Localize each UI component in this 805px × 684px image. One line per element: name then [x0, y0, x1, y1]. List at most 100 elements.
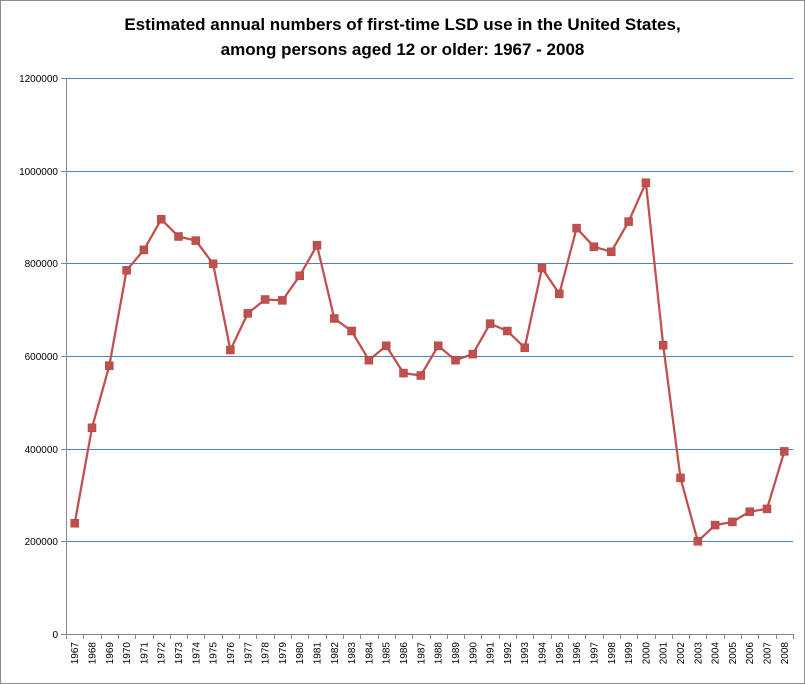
x-tick-label: 2005: [728, 642, 739, 665]
chart-title-line-2: among persons aged 12 or older: 1967 - 2…: [220, 40, 585, 59]
data-point-marker: [191, 236, 201, 245]
data-point-marker: [468, 349, 478, 359]
data-point-marker: [260, 295, 270, 304]
y-tick-label: 400000: [25, 445, 59, 456]
y-axis-tick-labels: 0 200000 400000 600000 800000 1000000 1200000: [19, 74, 58, 641]
data-point-marker: [226, 345, 235, 355]
x-tick-label: 1986: [399, 642, 410, 665]
data-point-marker: [780, 447, 789, 456]
x-tick-label: 1968: [87, 642, 98, 665]
data-point-marker: [278, 296, 287, 305]
data-point-marker: [693, 537, 703, 546]
x-tick-label: 1972: [157, 642, 168, 665]
x-tick-label: 1990: [468, 642, 479, 665]
x-tick-label: 1996: [572, 642, 583, 665]
y-tick-label: 200000: [25, 537, 59, 548]
x-tick-label: 1992: [503, 642, 514, 665]
x-tick-label: 1971: [139, 642, 150, 665]
x-tick-label: 1975: [209, 642, 220, 665]
data-point-marker: [433, 341, 443, 351]
x-tick-label: 2000: [641, 642, 652, 665]
x-tick-label: 2002: [676, 642, 687, 665]
data-point-marker: [416, 371, 426, 380]
x-tick-label: 1977: [243, 642, 254, 665]
x-tick-label: 1997: [589, 642, 600, 665]
x-tick-label: 1973: [174, 642, 185, 665]
data-point-marker: [105, 361, 114, 370]
data-point-marker: [485, 319, 495, 328]
x-tick-label: 1967: [70, 642, 81, 665]
series: [70, 178, 789, 546]
data-point-marker: [589, 242, 599, 251]
x-tick-label: 1984: [364, 642, 375, 665]
data-point-marker: [624, 217, 633, 226]
y-tick-label: 800000: [25, 259, 59, 270]
x-tick-label: 2006: [745, 642, 756, 665]
x-tick-label: 1982: [330, 642, 341, 665]
data-point-marker: [658, 341, 668, 350]
data-point-marker: [87, 423, 97, 433]
x-tick-label: 1988: [434, 642, 445, 665]
data-point-marker: [364, 355, 374, 365]
data-point-marker: [330, 314, 339, 323]
x-tick-label: 2004: [711, 642, 722, 665]
y-tick-label: 1000000: [19, 167, 58, 178]
x-tick-label: 2008: [780, 642, 791, 665]
data-point-marker: [139, 245, 149, 255]
x-tick-label: 1989: [451, 642, 462, 665]
x-tick-label: 1993: [520, 642, 531, 665]
data-point-marker: [312, 241, 322, 250]
x-tick-label: 1976: [226, 642, 237, 665]
x-tick-label: 1970: [122, 642, 133, 665]
y-tick-label: 1200000: [19, 74, 58, 85]
x-tick-label: 1995: [555, 642, 566, 665]
x-tick-label: 1994: [538, 642, 549, 665]
data-point-marker: [520, 343, 529, 352]
data-point-marker: [745, 507, 754, 516]
data-point-marker: [555, 289, 564, 299]
data-point-marker: [676, 473, 685, 483]
data-point-marker: [243, 309, 253, 318]
x-tick-label: 2003: [693, 642, 704, 665]
y-tick-label: 0: [52, 630, 58, 641]
gridlines: [66, 78, 793, 542]
x-tick-label: 1983: [347, 642, 358, 665]
x-tick-label: 1987: [416, 642, 427, 665]
chart-title: Estimated annual numbers of first-time L…: [0, 12, 805, 62]
y-tick-label: 600000: [25, 352, 59, 363]
axes: [61, 78, 794, 639]
x-tick-label: 1980: [295, 642, 306, 665]
data-point-marker: [295, 271, 304, 281]
x-tick-label: 1998: [607, 642, 618, 665]
data-point-marker: [174, 232, 183, 241]
data-point-marker: [156, 215, 166, 224]
x-tick-label: 1978: [261, 642, 272, 665]
data-point-marker: [537, 263, 547, 273]
data-point-marker: [728, 517, 737, 527]
x-tick-label: 2007: [763, 642, 774, 665]
data-point-marker: [451, 355, 460, 365]
x-tick-label: 2001: [659, 642, 670, 665]
data-point-marker: [70, 519, 79, 528]
data-point-marker: [381, 341, 391, 351]
data-point-marker: [503, 326, 512, 336]
x-axis-tick-labels: 1967 1968 1969 1970 1971 1972 1973 1974 1975 1976…: [70, 642, 791, 665]
x-tick-label: 1991: [486, 642, 497, 665]
data-point-marker: [641, 178, 651, 187]
chart-title-line-1: Estimated annual numbers of first-time L…: [124, 15, 681, 34]
data-point-marker: [607, 247, 616, 257]
data-point-marker: [399, 368, 408, 378]
x-tick-label: 1999: [624, 642, 635, 665]
x-tick-label: 1981: [312, 642, 323, 665]
data-point-marker: [208, 259, 218, 269]
x-tick-label: 1979: [278, 642, 289, 665]
x-tick-label: 1969: [105, 642, 116, 665]
data-point-marker: [122, 266, 131, 275]
data-point-marker: [572, 223, 581, 233]
data-point-marker: [347, 326, 356, 336]
x-tick-label: 1985: [382, 642, 393, 665]
data-point-marker: [762, 504, 772, 514]
data-point-marker: [710, 520, 720, 530]
